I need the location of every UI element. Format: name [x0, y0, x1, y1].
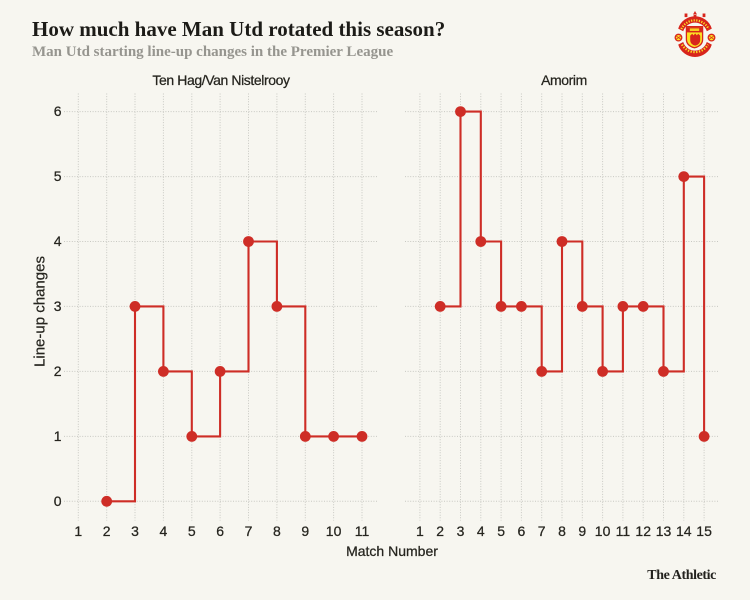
svg-text:0: 0 [54, 493, 62, 509]
svg-text:6: 6 [216, 523, 224, 539]
svg-text:4: 4 [477, 523, 485, 539]
svg-text:14: 14 [676, 523, 692, 539]
svg-text:3: 3 [131, 523, 139, 539]
svg-text:2: 2 [54, 363, 62, 379]
svg-text:6: 6 [518, 523, 526, 539]
svg-text:1: 1 [54, 428, 62, 444]
svg-text:12: 12 [635, 523, 651, 539]
svg-text:2: 2 [436, 523, 444, 539]
svg-text:9: 9 [301, 523, 309, 539]
svg-text:11: 11 [355, 523, 370, 539]
svg-text:13: 13 [656, 523, 672, 539]
svg-text:5: 5 [497, 523, 505, 539]
svg-text:9: 9 [578, 523, 586, 539]
svg-text:11: 11 [616, 523, 631, 539]
svg-text:1: 1 [74, 523, 82, 539]
svg-text:8: 8 [558, 523, 566, 539]
svg-text:1: 1 [416, 523, 424, 539]
svg-text:4: 4 [160, 523, 168, 539]
svg-text:8: 8 [273, 523, 281, 539]
svg-text:5: 5 [54, 168, 62, 184]
svg-text:7: 7 [245, 523, 253, 539]
svg-text:3: 3 [457, 523, 465, 539]
svg-text:10: 10 [595, 523, 611, 539]
svg-text:4: 4 [54, 233, 62, 249]
svg-text:5: 5 [188, 523, 196, 539]
svg-text:6: 6 [54, 103, 62, 119]
svg-text:10: 10 [326, 523, 342, 539]
svg-text:15: 15 [696, 523, 712, 539]
svg-text:2: 2 [103, 523, 111, 539]
svg-text:3: 3 [54, 298, 62, 314]
svg-text:7: 7 [538, 523, 546, 539]
